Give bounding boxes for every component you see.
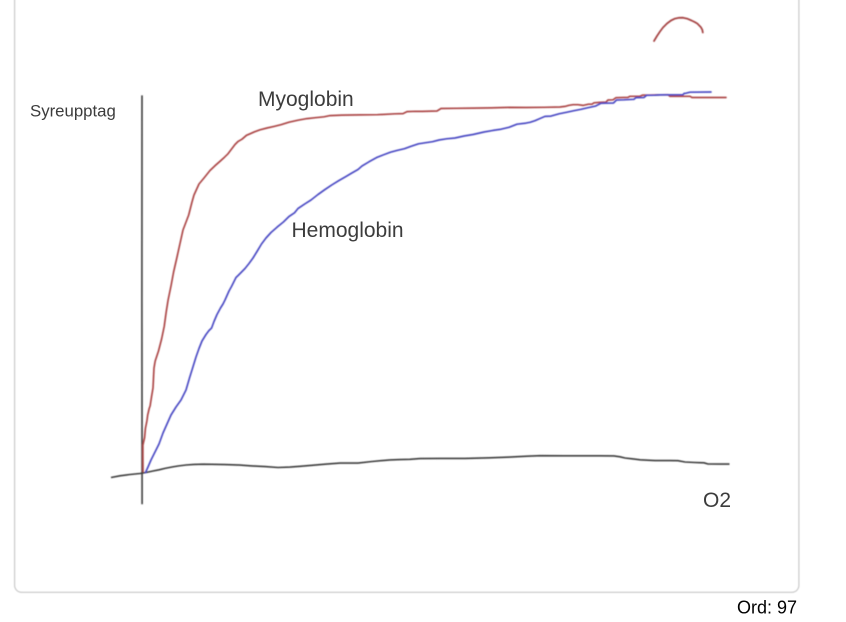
svg-text:O2: O2 — [703, 489, 731, 512]
svg-text:Myoglobin: Myoglobin — [258, 88, 354, 111]
svg-text:Hemoglobin: Hemoglobin — [292, 219, 404, 242]
svg-text:Ord: 97: Ord: 97 — [737, 597, 797, 617]
svg-text:Syreupptag: Syreupptag — [30, 102, 116, 121]
